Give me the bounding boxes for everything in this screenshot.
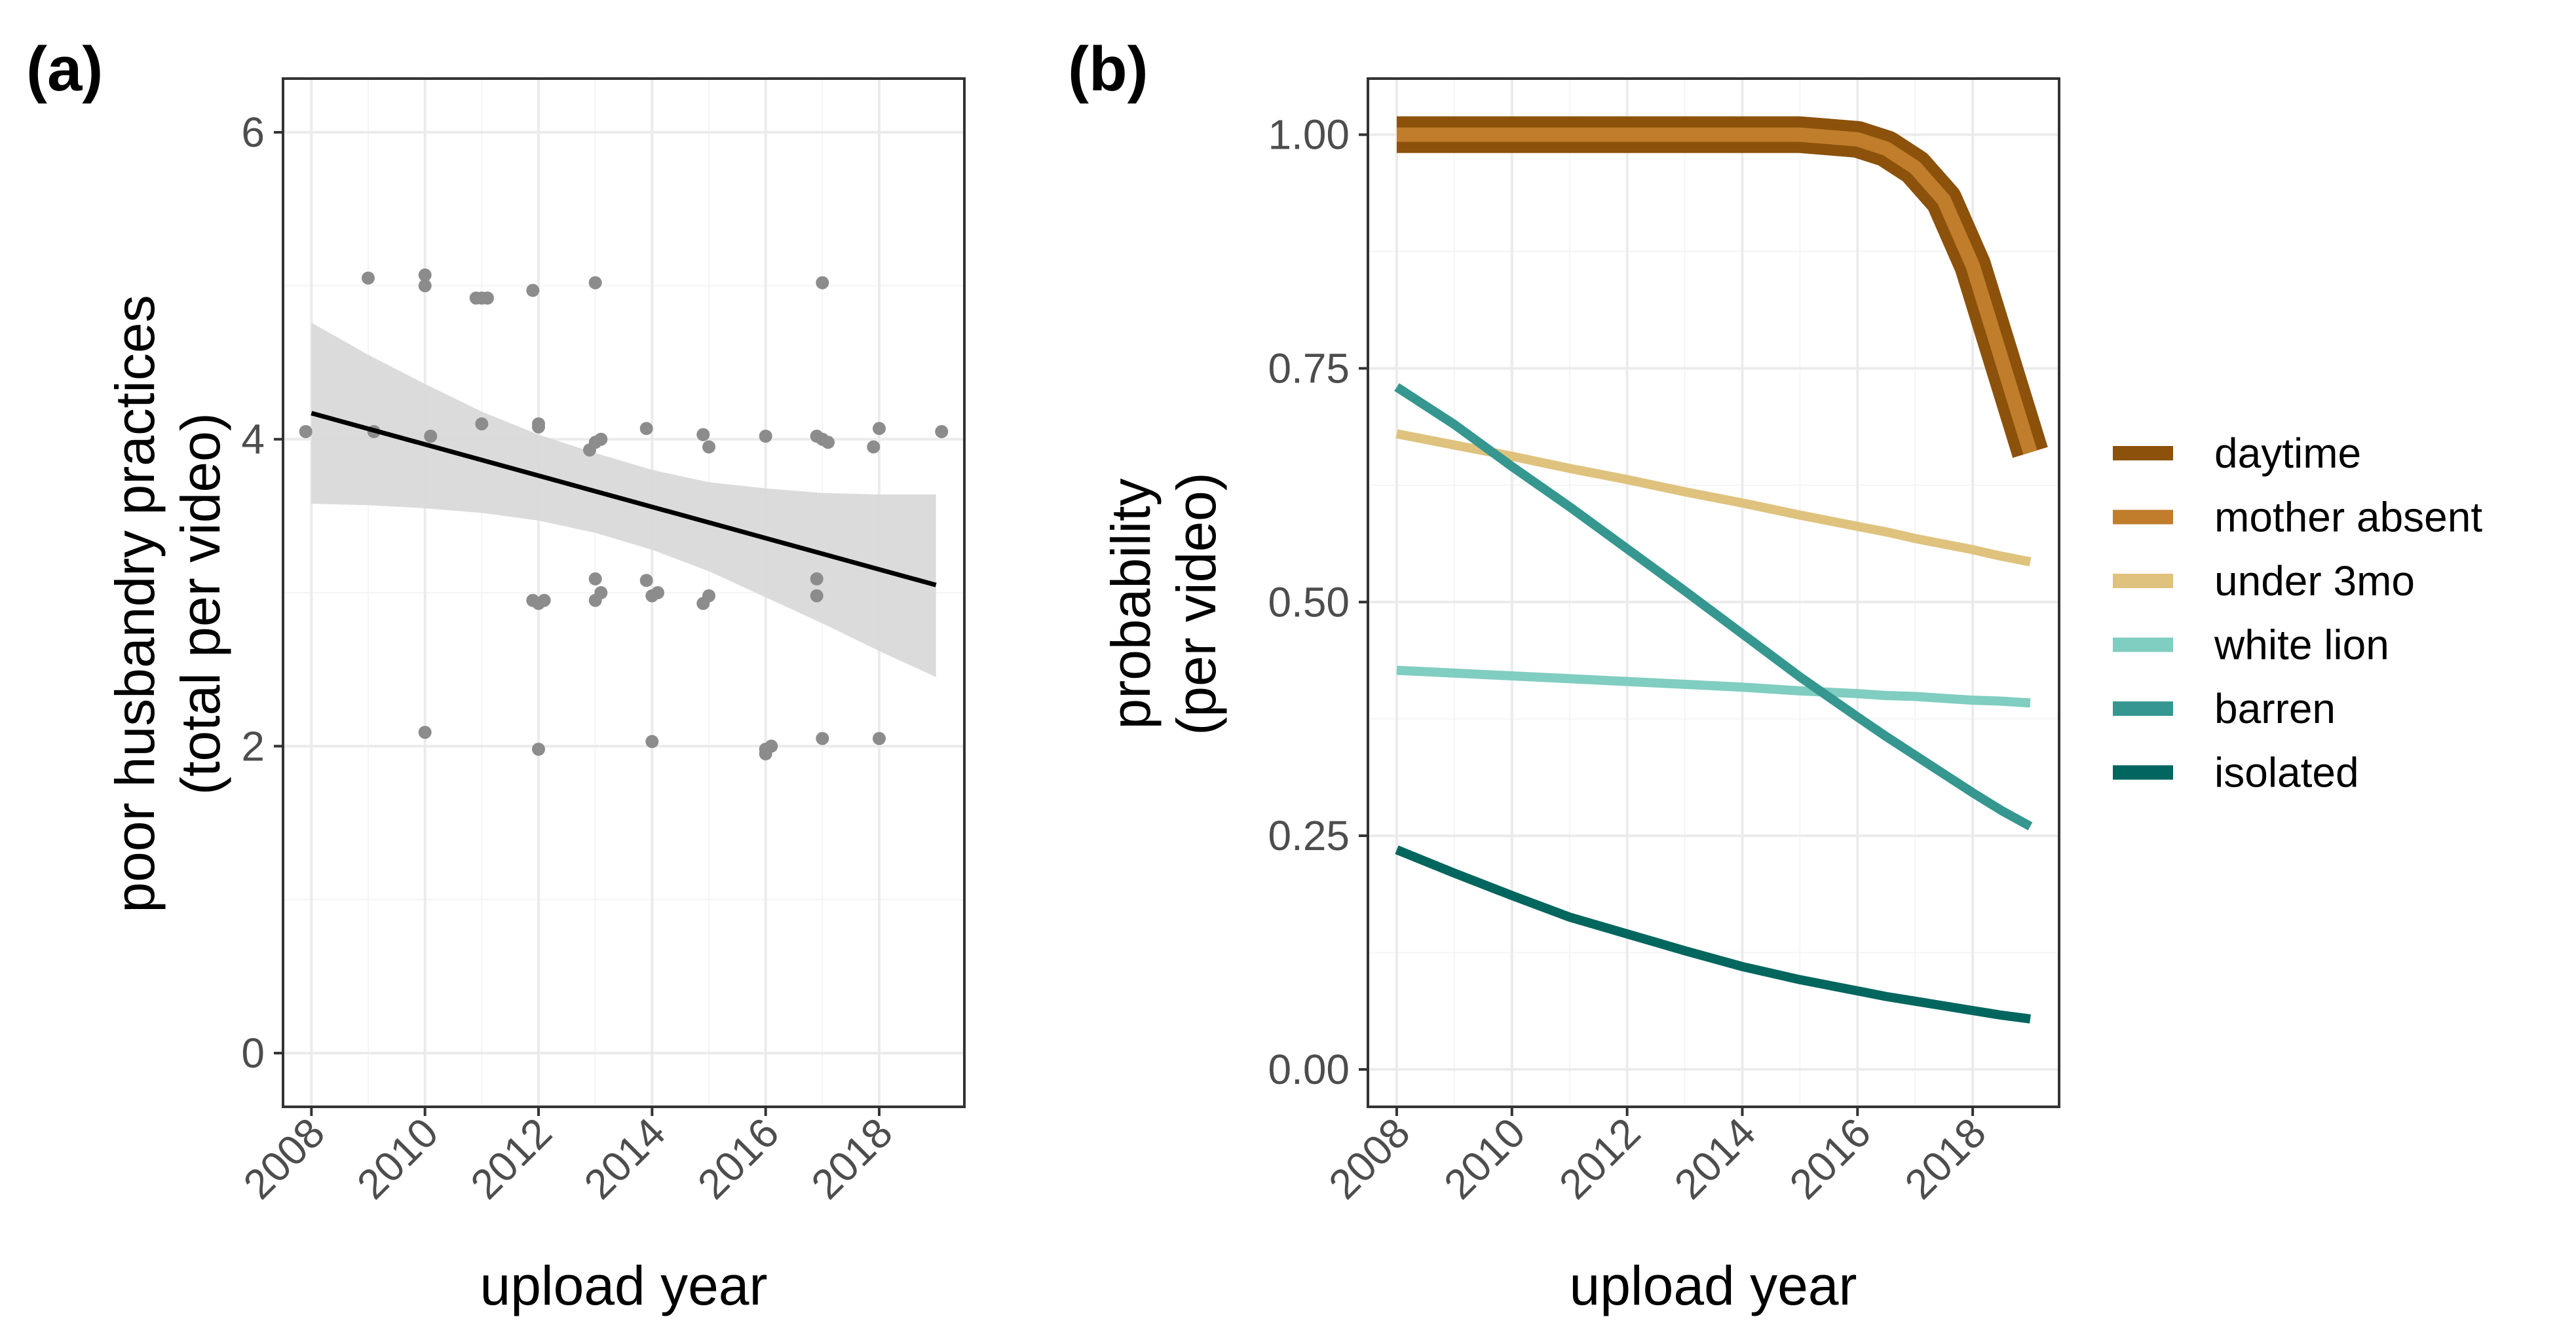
panel-b-ytick-label: 1.00 bbox=[1268, 111, 1350, 158]
panel-a-data-point bbox=[867, 440, 881, 454]
panel-a-data-point bbox=[873, 422, 886, 436]
legend-label-barren: barren bbox=[2214, 685, 2336, 732]
panel-a-points bbox=[299, 268, 949, 760]
panel-a-ylabel-group: poor husbandry practices (total per vide… bbox=[104, 295, 231, 912]
panel-b-plot-bg bbox=[1368, 79, 2059, 1107]
legend-key-barren bbox=[2113, 701, 2173, 716]
panel-a-data-point bbox=[537, 593, 551, 607]
panel-a-label: (a) bbox=[26, 34, 103, 104]
panel-b-grid bbox=[1368, 79, 2059, 1107]
panel-a-data-point bbox=[651, 586, 664, 599]
legend-label-daytime: daytime bbox=[2214, 430, 2361, 477]
panel-a-data-point bbox=[424, 430, 438, 443]
panel-a-xlabel: upload year bbox=[480, 1255, 768, 1316]
panel-a-data-point bbox=[418, 279, 432, 293]
series-line-white-lion bbox=[1396, 665, 2031, 708]
panel-a-data-point bbox=[645, 735, 659, 749]
legend-key-isolated bbox=[2113, 765, 2173, 780]
panel-b-border bbox=[1367, 77, 2060, 1108]
panel-a-xtick-label: 2016 bbox=[689, 1109, 788, 1208]
panel-a-data-point bbox=[526, 284, 540, 297]
panel-b-xtick-label: 2018 bbox=[1895, 1109, 1995, 1208]
panel-a-xtick-label: 2014 bbox=[575, 1109, 675, 1208]
series-line-under-3mo bbox=[1395, 429, 2032, 567]
legend-key-mother-absent bbox=[2113, 510, 2173, 525]
panel-b-xtick-label: 2010 bbox=[1435, 1109, 1534, 1208]
panel-a-data-point bbox=[935, 425, 949, 438]
panel-a-xtick-label: 2010 bbox=[348, 1109, 447, 1208]
legend-key-white-lion bbox=[2113, 637, 2173, 652]
panel-a-trend-group bbox=[311, 411, 937, 587]
panel-a-data-point bbox=[481, 291, 494, 305]
panel-b-xtick-label: 2012 bbox=[1550, 1109, 1650, 1208]
panel-b: (b) 2008 2010 2012 2014 2016 2018 0.00 0.25 0.50… bbox=[1068, 34, 2482, 1316]
panel-a-xtick-label: 2008 bbox=[235, 1109, 334, 1208]
panel-a-data-point bbox=[639, 574, 653, 587]
panel-a-data-point bbox=[702, 440, 715, 454]
series-line-barren bbox=[1394, 383, 2033, 830]
panel-a-data-point bbox=[696, 428, 710, 441]
panel-a: (a) 2008 2010 2012 2014 2016 2018 0 2 4 6 poor hu… bbox=[26, 34, 966, 1316]
panel-b-xtick-label: 2008 bbox=[1319, 1109, 1419, 1208]
panel-a-ytick-label: 2 bbox=[241, 722, 265, 770]
panel-b-ytick-label: 0.50 bbox=[1268, 578, 1350, 625]
panel-b-xtick-label: 2016 bbox=[1781, 1109, 1880, 1208]
panel-b-ylabel-group: probability (per video) bbox=[1100, 472, 1227, 735]
panel-a-data-point bbox=[816, 732, 829, 745]
series-line-isolated bbox=[1395, 846, 2031, 1024]
legend-label-white-lion: white lion bbox=[2214, 622, 2389, 669]
panel-a-data-point bbox=[418, 726, 432, 739]
panel-a-data-point bbox=[759, 430, 772, 443]
panel-b-ytick-label: 0.00 bbox=[1268, 1046, 1350, 1093]
panel-a-trend-line bbox=[311, 411, 937, 587]
panel-b-legend: daytime mother absent under 3mo white lion b… bbox=[2113, 430, 2482, 796]
legend-label-isolated: isolated bbox=[2214, 749, 2359, 796]
panel-a-xtick-label: 2012 bbox=[461, 1109, 561, 1208]
panel-a-data-point bbox=[816, 276, 829, 289]
panel-a-data-point bbox=[639, 422, 653, 436]
panel-b-ylabel2: (per video) bbox=[1165, 472, 1227, 735]
panel-a-data-point bbox=[810, 572, 824, 585]
series-line-mother-absent bbox=[1397, 127, 2037, 455]
panel-b-ylabel: probability bbox=[1100, 479, 1162, 730]
panel-b-label: (b) bbox=[1068, 34, 1148, 104]
panel-a-data-point bbox=[765, 739, 778, 753]
panel-a-data-point bbox=[418, 268, 432, 282]
panel-a-ytick-label: 6 bbox=[241, 109, 265, 156]
panel-a-ylabel: poor husbandry practices bbox=[104, 295, 166, 912]
legend-key-under-3mo bbox=[2113, 574, 2173, 588]
panel-a-border bbox=[282, 77, 966, 1108]
legend-label-mother-absent: mother absent bbox=[2214, 494, 2482, 541]
panel-a-data-point bbox=[299, 425, 313, 438]
panel-a-data-point bbox=[822, 436, 835, 449]
panel-b-lines bbox=[1394, 116, 2048, 1024]
panel-b-ytick-label: 0.25 bbox=[1268, 812, 1350, 859]
panel-b-xtick-label: 2014 bbox=[1665, 1109, 1765, 1208]
panel-a-data-point bbox=[588, 276, 602, 289]
panel-b-xlabel: upload year bbox=[1570, 1255, 1857, 1316]
panel-a-data-point bbox=[532, 420, 545, 434]
legend-key-daytime bbox=[2113, 446, 2173, 460]
panel-a-ylabel2: (total per video) bbox=[170, 413, 231, 795]
panel-a-data-point bbox=[475, 417, 489, 431]
legend-label-under-3mo: under 3mo bbox=[2214, 557, 2415, 604]
panel-a-data-point bbox=[362, 271, 375, 285]
panel-a-data-point bbox=[810, 589, 824, 603]
panel-a-data-point bbox=[873, 732, 886, 745]
panel-a-data-point bbox=[702, 589, 715, 603]
panel-b-ytick-label: 0.75 bbox=[1268, 344, 1350, 392]
panel-a-data-point bbox=[594, 432, 608, 446]
panel-a-ytick-label: 4 bbox=[241, 416, 265, 463]
panel-a-data-point bbox=[588, 572, 602, 585]
panel-a-ytick-label: 0 bbox=[241, 1030, 265, 1077]
panel-a-data-point bbox=[532, 743, 545, 756]
panel-a-data-point bbox=[594, 586, 608, 599]
panel-a-xtick-label: 2018 bbox=[802, 1109, 901, 1208]
